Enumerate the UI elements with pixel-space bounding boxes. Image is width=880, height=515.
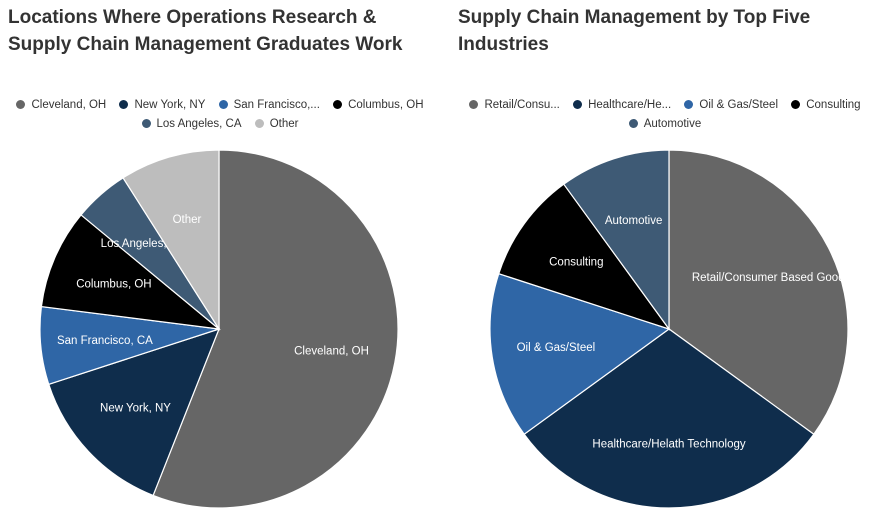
legend-label: Automotive — [643, 118, 702, 130]
chart-title-line: Supply Chain Management by Top Five — [458, 7, 811, 28]
legend-label: Other — [269, 118, 299, 130]
legend-dot-icon — [119, 100, 129, 109]
pie-slice-label: Retail/Consumer Based Goods — [692, 272, 851, 284]
legend-item[interactable]: Other — [254, 115, 299, 134]
legend-item[interactable]: Columbus, OH — [333, 96, 424, 115]
legend-item[interactable]: Retail/Consu... — [469, 96, 560, 115]
pie-slice-label: New York, NY — [100, 402, 171, 414]
legend-dot-icon — [791, 100, 801, 109]
legend-label: New York, NY — [134, 99, 206, 111]
pie-slice[interactable] — [668, 149, 849, 436]
legend-label: San Francisco,... — [233, 99, 320, 111]
legend-dot-icon — [628, 119, 638, 128]
pie-slice[interactable] — [498, 183, 671, 331]
legend-item[interactable]: Automotive — [628, 115, 702, 134]
pie-slice-label: Oil & Gas/Steel — [517, 342, 596, 354]
legend-label: Columbus, OH — [348, 99, 424, 111]
legend-label: Cleveland, OH — [31, 99, 107, 111]
pie-slice-label: Columbus, OH — [76, 279, 151, 291]
pie-slice[interactable] — [152, 149, 399, 509]
pie-slice[interactable] — [523, 328, 815, 509]
chart-title-line: Industries — [458, 34, 549, 55]
legend-dot-icon — [16, 100, 26, 109]
legend-label: Oil & Gas/Steel — [699, 99, 779, 111]
chart-title-line: Supply Chain Management Graduates Work — [8, 34, 403, 55]
pie-slice[interactable] — [562, 149, 670, 331]
pie-slice-label: Healthcare/Helath Technology — [592, 439, 745, 451]
legend-dot-icon — [141, 119, 151, 128]
pie-chart-industries: Retail/Consumer Based Goods Healthcare/He… — [489, 149, 851, 509]
legend-dot-icon — [333, 100, 343, 109]
legend-dot-icon — [254, 119, 264, 128]
legend-dot-icon — [469, 100, 479, 109]
legend-label: Los Angeles, CA — [156, 118, 242, 130]
legend-label: Healthcare/He... — [588, 99, 672, 111]
legend-item[interactable]: San Francisco,... — [218, 96, 320, 115]
legend-dot-icon — [573, 100, 583, 109]
legend-item[interactable]: Cleveland, OH — [16, 96, 106, 115]
pie-slice-label: Automotive — [605, 215, 663, 227]
chart-legend: Retail/Consu... Healthcare/He... Oil & G… — [450, 96, 880, 134]
legend-item[interactable]: Consulting — [791, 96, 861, 115]
pie-slice[interactable] — [40, 214, 221, 330]
pie-slice-label: Consulting — [549, 257, 603, 269]
chart-title-line: Locations Where Operations Research & — [8, 7, 377, 28]
pie-slice-label: Cleveland, OH — [294, 346, 369, 358]
chart-legend: Cleveland, OH New York, NY San Francisco… — [0, 96, 440, 134]
pie-slice-label: San Francisco, CA — [57, 335, 153, 347]
legend-item[interactable]: Healthcare/He... — [573, 96, 671, 115]
legend-label: Consulting — [806, 99, 861, 111]
pie-slice[interactable] — [489, 272, 671, 436]
legend-dot-icon — [218, 100, 228, 109]
legend-item[interactable]: Oil & Gas/Steel — [684, 96, 778, 115]
legend-item[interactable]: Los Angeles, CA — [141, 115, 242, 134]
chart-title: Supply Chain Management by Top Five Indu… — [458, 4, 810, 58]
chart-title: Locations Where Operations Research & Su… — [8, 4, 403, 58]
legend-item[interactable]: New York, NY — [119, 96, 205, 115]
pie-slice-label: Other — [173, 214, 202, 226]
pie-chart-locations: Cleveland, OH New York, NY San Francisco, … — [39, 149, 399, 509]
pie-slice[interactable] — [122, 149, 220, 332]
legend-label: Retail/Consu... — [484, 99, 560, 111]
legend-dot-icon — [684, 100, 694, 109]
